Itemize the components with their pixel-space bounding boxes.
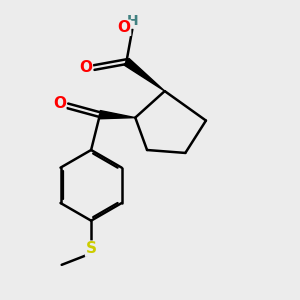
Text: S: S — [85, 241, 97, 256]
Text: O: O — [79, 60, 92, 75]
Text: H: H — [127, 14, 138, 28]
Text: O: O — [53, 96, 66, 111]
Text: O: O — [118, 20, 130, 35]
Polygon shape — [100, 111, 135, 119]
Polygon shape — [124, 58, 165, 91]
